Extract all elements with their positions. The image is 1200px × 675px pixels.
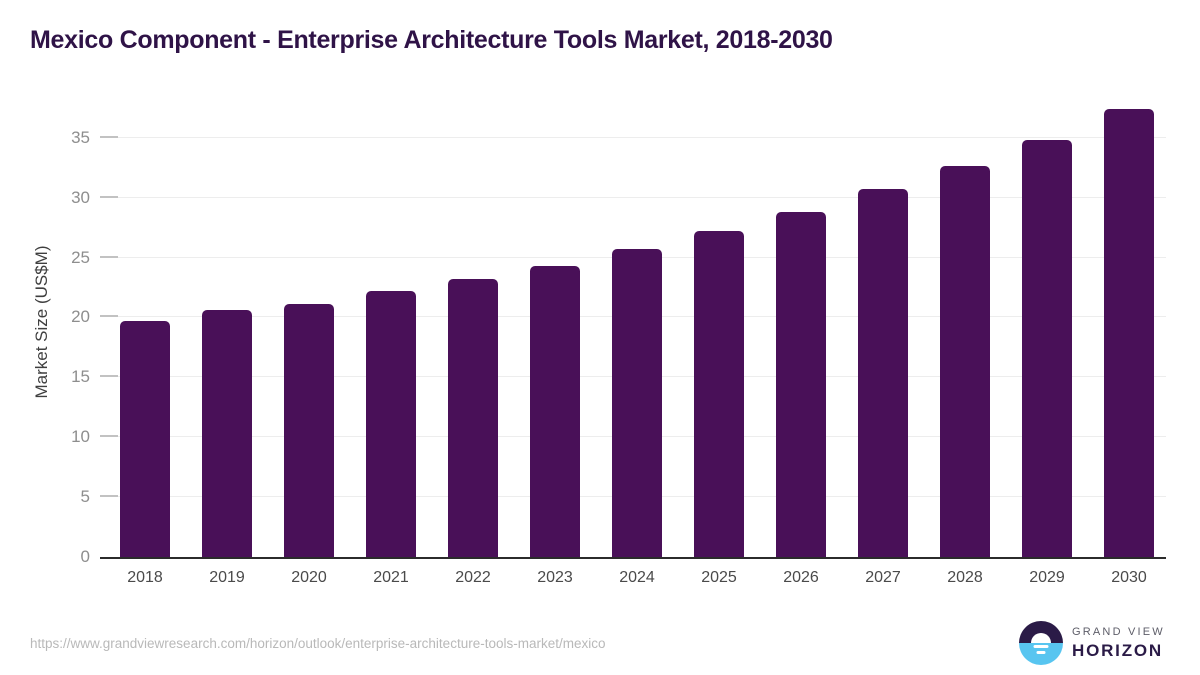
gridline xyxy=(100,136,1166,138)
bar-2028 xyxy=(940,166,990,557)
y-tick-mark xyxy=(100,195,118,198)
y-tick-label: 5 xyxy=(80,487,90,507)
x-tick-label: 2022 xyxy=(455,569,491,586)
y-tick-mark xyxy=(100,495,118,498)
y-tick-mark xyxy=(100,255,118,258)
y-tick-mark xyxy=(100,435,118,438)
x-tick-label: 2029 xyxy=(1029,569,1065,586)
y-tick-label: 15 xyxy=(71,367,90,387)
sun-icon xyxy=(1031,633,1051,643)
x-tick-label: 2023 xyxy=(537,569,573,586)
brand-logo: GRAND VIEW HORIZON xyxy=(1019,621,1165,665)
plot-area: 0 5 10 15 20 25 30 35 2018 2019 2020 2021 2022 2023 20… xyxy=(71,100,1166,586)
y-tick-label: 0 xyxy=(80,547,90,566)
y-tick-label: 35 xyxy=(71,127,90,147)
sun-reflection-line xyxy=(1036,651,1046,654)
x-tick-label: 2020 xyxy=(291,569,327,586)
bar-2029 xyxy=(1022,140,1072,557)
bar-2025 xyxy=(694,231,744,557)
y-tick-mark xyxy=(100,315,118,318)
bar-2030 xyxy=(1104,109,1154,557)
bar-2027 xyxy=(858,189,908,557)
bar-2019 xyxy=(202,310,252,557)
brand-name: GRAND VIEW HORIZON xyxy=(1072,626,1165,661)
gridline xyxy=(100,196,1166,198)
sun-reflection-line xyxy=(1033,645,1049,648)
bar-2021 xyxy=(366,291,416,557)
x-tick-label: 2019 xyxy=(209,569,245,586)
y-tick-label: 20 xyxy=(71,307,90,327)
chart-title: Mexico Component - Enterprise Architectu… xyxy=(30,26,833,54)
bar-2018 xyxy=(120,321,170,557)
sun-over-horizon-icon xyxy=(1019,621,1063,665)
y-tick-label: 10 xyxy=(71,427,90,447)
bar-2026 xyxy=(776,212,826,557)
x-tick-label: 2024 xyxy=(619,569,655,586)
y-tick-label: 30 xyxy=(71,187,90,207)
y-tick-label: 25 xyxy=(71,247,90,267)
x-tick-label: 2018 xyxy=(127,569,163,586)
bar-2022 xyxy=(448,279,498,557)
x-tick-label: 2025 xyxy=(701,569,737,586)
bar-2024 xyxy=(612,249,662,557)
brand-name-bottom: HORIZON xyxy=(1072,640,1163,660)
bar-2020 xyxy=(284,304,334,557)
bar-2023 xyxy=(530,266,580,557)
x-tick-label: 2030 xyxy=(1111,569,1147,586)
y-tick-mark xyxy=(100,135,118,138)
x-tick-label: 2027 xyxy=(865,569,901,586)
source-url: https://www.grandviewresearch.com/horizo… xyxy=(30,636,606,651)
y-tick-mark xyxy=(100,375,118,378)
brand-name-top: GRAND VIEW xyxy=(1072,625,1165,638)
x-tick-label: 2026 xyxy=(783,569,819,586)
x-tick-label: 2021 xyxy=(373,569,409,586)
x-tick-label: 2028 xyxy=(947,569,983,586)
